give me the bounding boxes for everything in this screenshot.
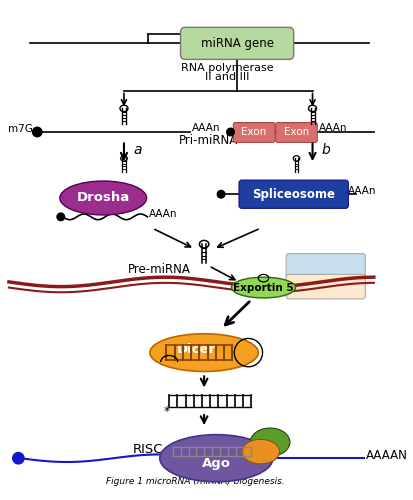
Ellipse shape bbox=[160, 434, 273, 482]
FancyBboxPatch shape bbox=[180, 28, 294, 60]
FancyBboxPatch shape bbox=[286, 274, 366, 299]
FancyBboxPatch shape bbox=[286, 254, 366, 278]
Text: Drosha: Drosha bbox=[76, 192, 130, 204]
FancyBboxPatch shape bbox=[233, 122, 275, 142]
Circle shape bbox=[13, 452, 24, 464]
Text: RNA polymerase: RNA polymerase bbox=[181, 63, 274, 73]
Text: b: b bbox=[322, 142, 331, 156]
Ellipse shape bbox=[231, 277, 296, 298]
Text: AAAAN: AAAAN bbox=[366, 449, 408, 462]
Text: Figure 1 microRNA (miRNA) biogenesis.: Figure 1 microRNA (miRNA) biogenesis. bbox=[106, 478, 285, 486]
Circle shape bbox=[217, 190, 225, 198]
Text: RISC: RISC bbox=[132, 443, 163, 456]
FancyBboxPatch shape bbox=[239, 180, 348, 208]
Text: Ago: Ago bbox=[202, 458, 231, 470]
Ellipse shape bbox=[150, 334, 258, 372]
Ellipse shape bbox=[60, 181, 147, 215]
Text: II and III: II and III bbox=[206, 72, 250, 83]
Text: AAAn: AAAn bbox=[348, 186, 377, 196]
Text: miRNA gene: miRNA gene bbox=[201, 37, 273, 50]
Circle shape bbox=[227, 128, 234, 136]
Text: *: * bbox=[163, 404, 169, 417]
Text: Pri-miRNA: Pri-miRNA bbox=[179, 134, 238, 147]
Ellipse shape bbox=[242, 440, 280, 464]
Text: Exportin 5: Exportin 5 bbox=[233, 282, 294, 292]
Ellipse shape bbox=[250, 428, 290, 456]
Text: a: a bbox=[133, 142, 142, 156]
Circle shape bbox=[57, 213, 64, 220]
Text: AAAn: AAAn bbox=[192, 123, 221, 133]
Text: Cytoplasm: Cytoplasm bbox=[296, 282, 355, 292]
Circle shape bbox=[33, 128, 42, 136]
Text: Dicer: Dicer bbox=[177, 344, 216, 356]
Text: Exon: Exon bbox=[242, 128, 267, 138]
Text: Nucleus: Nucleus bbox=[304, 261, 348, 271]
Text: Exon: Exon bbox=[284, 128, 309, 138]
Text: m7G: m7G bbox=[8, 124, 33, 134]
FancyBboxPatch shape bbox=[276, 122, 317, 142]
Text: Pre-miRNA: Pre-miRNA bbox=[128, 263, 191, 276]
Text: Spliceosome: Spliceosome bbox=[252, 188, 335, 200]
Text: AAAn: AAAn bbox=[150, 209, 178, 219]
Text: AAAn: AAAn bbox=[319, 123, 348, 133]
